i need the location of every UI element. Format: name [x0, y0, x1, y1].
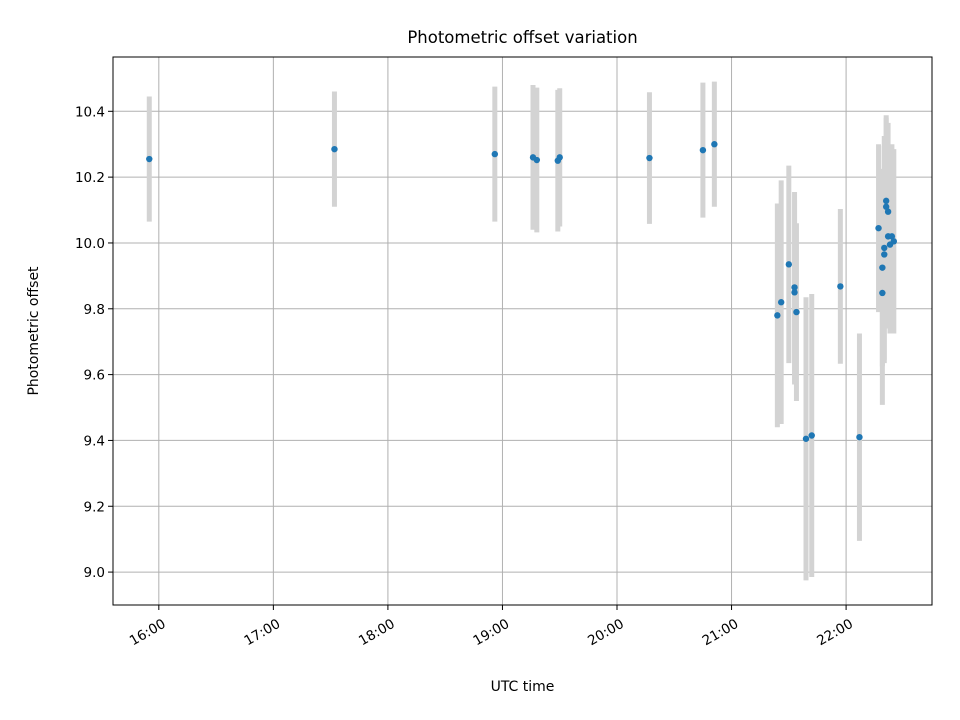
data-point [711, 141, 718, 148]
y-tick-label: 9.6 [84, 368, 105, 384]
data-point [879, 264, 886, 271]
data-point [791, 284, 798, 291]
data-point [146, 155, 153, 163]
data-point [890, 238, 898, 245]
data-point [556, 154, 563, 161]
data-point [808, 432, 815, 439]
data-point [888, 233, 896, 240]
data-point [791, 289, 798, 296]
data-point [884, 208, 892, 215]
chart-title: Photometric offset variation [407, 28, 637, 47]
data-point [774, 312, 781, 319]
data-point [533, 156, 541, 164]
data-point [331, 145, 338, 153]
x-axis-label: UTC time [491, 679, 555, 695]
plot-area-frame [112, 56, 933, 606]
data-point [802, 435, 810, 442]
y-tick-label: 9.0 [84, 565, 105, 581]
data-point [837, 283, 844, 290]
data-point [785, 261, 793, 268]
data-point [777, 299, 785, 306]
data-point [881, 244, 888, 252]
y-tick-label: 9.2 [84, 499, 105, 515]
data-point [882, 197, 890, 205]
y-tick-label: 10.4 [75, 104, 105, 120]
data-point [856, 433, 863, 441]
data-point [793, 308, 800, 316]
data-point [699, 146, 707, 154]
data-point [882, 203, 890, 210]
y-tick-label: 9.8 [84, 302, 105, 318]
data-points [146, 141, 898, 442]
y-axis-label: Photometric offset [26, 266, 42, 396]
axis-ticks: 16:00 17:00 18:00 19:00 20:00 21:00 22:009.09.… [75, 104, 856, 649]
y-tick-label: 10.0 [75, 236, 105, 252]
data-point [875, 224, 882, 232]
y-tick-label: 10.2 [75, 170, 105, 186]
data-point [491, 150, 499, 158]
data-point [646, 154, 653, 162]
data-point [881, 251, 888, 258]
y-tick-label: 9.4 [84, 433, 105, 449]
data-point [879, 289, 886, 297]
